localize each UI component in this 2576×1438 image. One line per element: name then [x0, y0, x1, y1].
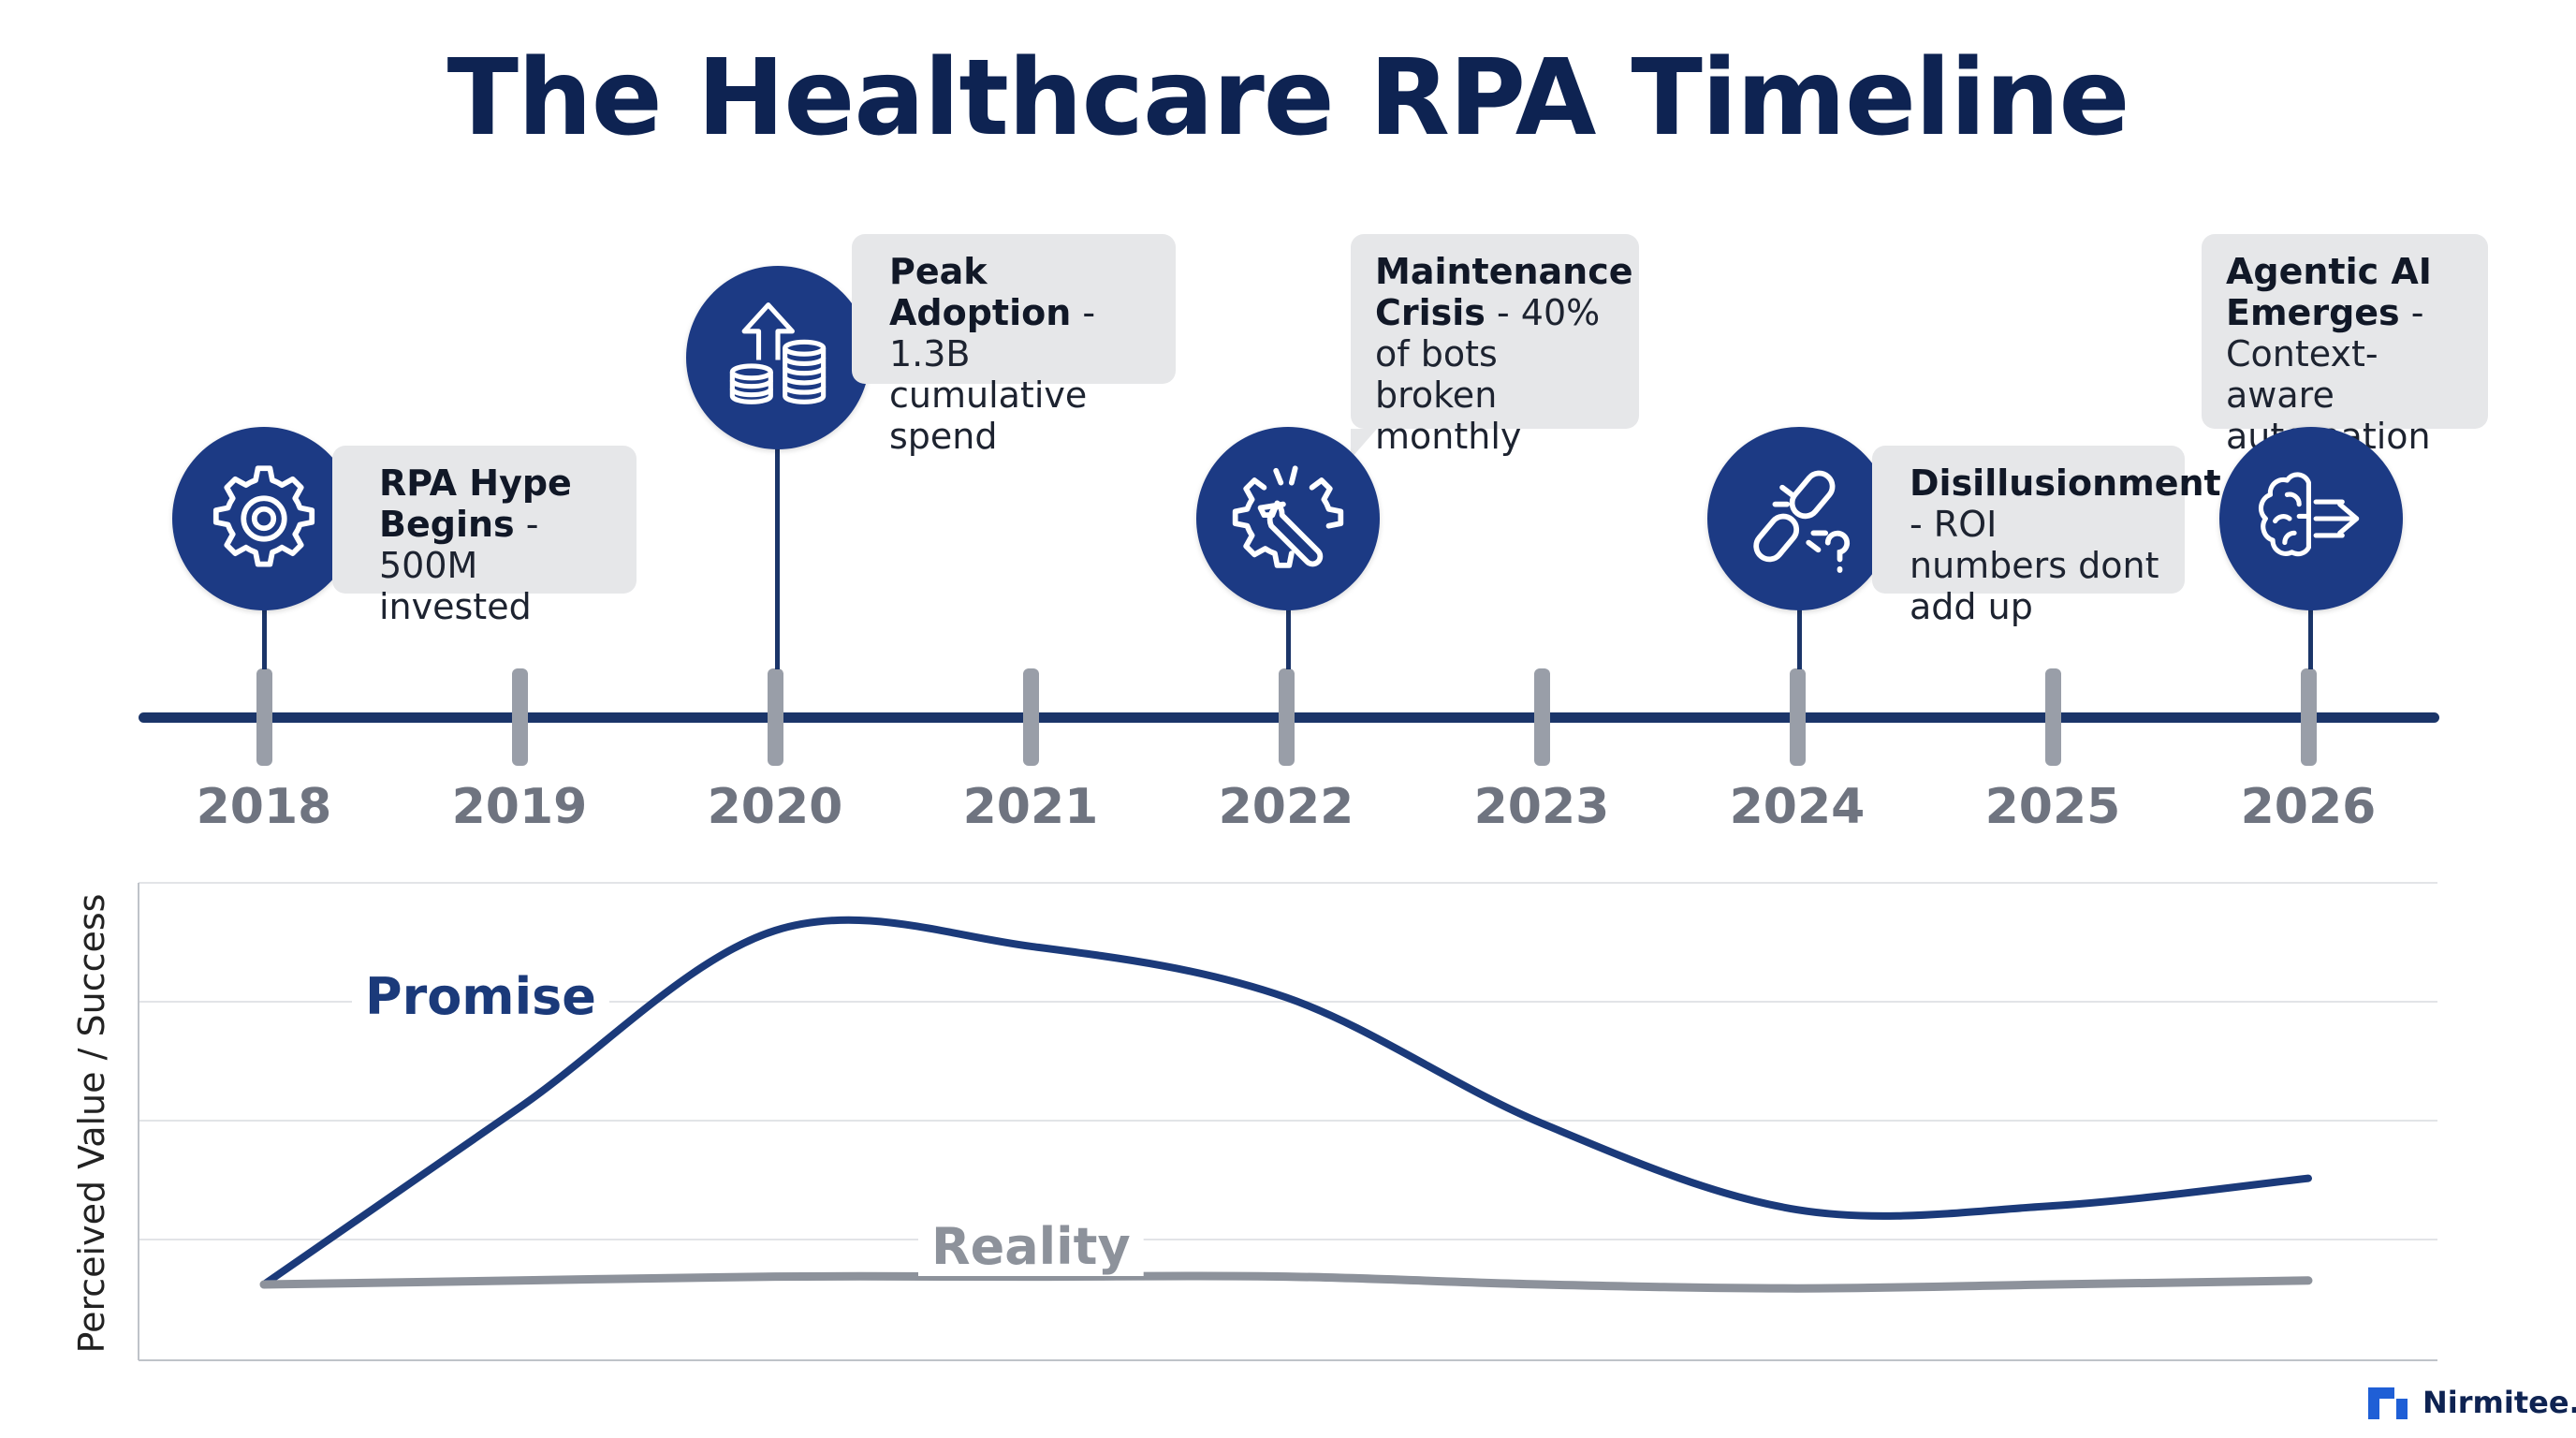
- callout-detail: 40% of bots broken monthly: [1375, 292, 1601, 457]
- callout-detail: ROI numbers dont add up: [1910, 504, 2159, 627]
- broken-link-question-icon: [1753, 470, 1851, 573]
- milestone-stem: [1286, 609, 1291, 669]
- year-label-2024: 2024: [1729, 779, 1866, 835]
- gear-icon: [212, 465, 315, 567]
- series-line-promise: [260, 916, 2312, 1288]
- series-line-reality: [259, 1271, 2313, 1293]
- year-label-2018: 2018: [196, 779, 332, 835]
- year-label-2025: 2025: [1984, 779, 2121, 835]
- timeline-tick: [2045, 668, 2061, 766]
- page-title: The Healthcare RPA Timeline: [446, 37, 2130, 159]
- milestone-icon-circle: [1707, 427, 1891, 610]
- brand-name: Nirmitee.io: [2422, 1385, 2576, 1420]
- year-label-2021: 2021: [962, 779, 1099, 835]
- callout-peak-adoption: Peak Adoption - 1.3B cumulative spend: [852, 234, 1176, 457]
- milestone-stem: [1797, 609, 1802, 669]
- year-label-2022: 2022: [1218, 779, 1354, 835]
- coins-arrow-up-icon: [729, 302, 827, 404]
- y-axis-title: Perceived Value / Success: [71, 893, 112, 1354]
- series-label-promise: Promise: [365, 967, 596, 1026]
- callout-agentic-ai: Agentic AI Emerges - Context-aware autom…: [2202, 234, 2488, 457]
- callout-heading: Peak Adoption: [889, 251, 1072, 333]
- callout-heading: Disillusionment: [1910, 462, 2221, 504]
- callout-rpa-hype: RPA Hype Begins - 500M invested: [332, 446, 637, 627]
- timeline-tick: [2301, 668, 2317, 766]
- milestone-stem: [262, 609, 267, 669]
- callout-detail: 1.3B cumulative spend: [889, 333, 1088, 457]
- brain-arrow-icon: [2258, 472, 2360, 557]
- timeline-tick: [512, 668, 528, 766]
- series-label-reality: Reality: [931, 1217, 1131, 1276]
- callout-heading: RPA Hype Begins: [379, 462, 572, 545]
- milestone-icon-circle: [1196, 427, 1380, 610]
- callout-heading: Agentic AI Emerges: [2226, 251, 2432, 333]
- broken-gear-wrench-icon: [1232, 465, 1344, 568]
- timeline-tick: [256, 668, 272, 766]
- year-label-2020: 2020: [707, 779, 843, 835]
- timeline-tick: [768, 668, 783, 766]
- timeline-tick: [1534, 668, 1550, 766]
- callout-detail: 500M invested: [379, 545, 532, 627]
- timeline-tick: [1023, 668, 1039, 766]
- year-label-2026: 2026: [2240, 779, 2377, 835]
- year-label-2019: 2019: [451, 779, 588, 835]
- milestone-stem: [2308, 609, 2313, 669]
- brand-logo: Nirmitee.io: [2368, 1384, 2576, 1421]
- callout-heading: Maintenance Crisis: [1375, 251, 1633, 333]
- year-label-2023: 2023: [1473, 779, 1610, 835]
- callout-disillusionment: Disillusionment - ROI numbers dont add u…: [1872, 446, 2221, 627]
- timeline-tick: [1279, 668, 1295, 766]
- callout-maintenance-crisis: Maintenance Crisis - 40% of bots broken …: [1351, 234, 1639, 459]
- nirmitee-logo-icon: [2368, 1387, 2408, 1419]
- callout-tail: [1351, 429, 1377, 459]
- series-label-background: [352, 967, 609, 1026]
- milestone-icon-circle: [172, 427, 356, 610]
- series-label-background: [918, 1217, 1144, 1276]
- milestone-icon-circle: [2219, 427, 2403, 610]
- milestone-icon-circle: [686, 266, 870, 449]
- timeline-tick: [1790, 668, 1806, 766]
- milestone-stem: [775, 448, 780, 669]
